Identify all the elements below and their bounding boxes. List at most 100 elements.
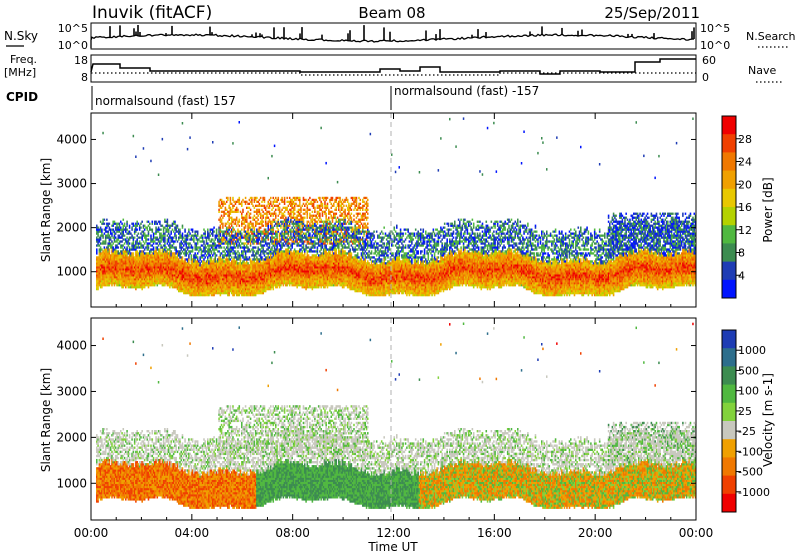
power-cell <box>176 278 179 281</box>
power-cell <box>175 272 177 275</box>
power-cell <box>109 272 112 275</box>
power-cell <box>232 240 234 243</box>
power-cell <box>237 274 239 277</box>
power-cell <box>122 274 125 277</box>
power-cell <box>152 250 155 253</box>
power-cell <box>147 254 150 257</box>
power-cell <box>107 230 109 233</box>
power-cell <box>185 238 188 241</box>
power-cell <box>178 264 180 267</box>
power-cell <box>96 278 98 281</box>
power-cell <box>160 224 162 227</box>
power-cell <box>229 250 232 253</box>
power-cell <box>193 286 195 289</box>
power-cell <box>257 218 259 221</box>
power-cell <box>213 268 215 271</box>
power-cell <box>125 270 127 273</box>
power-cell <box>219 270 222 273</box>
power-cell <box>125 274 127 277</box>
power-cell <box>242 198 244 202</box>
power-cell <box>136 228 138 231</box>
power-cell <box>156 270 159 273</box>
power-cell <box>288 224 291 227</box>
power-cell <box>154 232 156 235</box>
power-cell <box>121 266 123 269</box>
power-cell <box>199 290 201 293</box>
power-cell <box>227 258 229 261</box>
power-cell <box>199 294 201 297</box>
power-cell <box>97 262 99 265</box>
power-cell <box>186 278 189 281</box>
power-cell <box>104 228 107 231</box>
power-cell <box>179 236 181 239</box>
power-cell <box>212 270 214 273</box>
power-cell <box>205 294 208 297</box>
power-cell <box>127 264 130 267</box>
power-cell <box>176 224 179 227</box>
power-cell <box>179 232 181 235</box>
power-cell <box>170 264 172 267</box>
power-cell <box>111 250 113 253</box>
power-cell <box>175 268 177 271</box>
power-cell <box>191 248 194 251</box>
power-cell <box>171 270 174 273</box>
power-cell <box>223 214 225 217</box>
power-cell <box>156 268 159 271</box>
power-cell <box>133 286 136 289</box>
power-cell <box>171 272 174 275</box>
power-cell <box>190 258 193 261</box>
power-cell <box>214 236 217 239</box>
power-cell <box>166 238 169 241</box>
power-cell <box>214 288 217 291</box>
power-cell <box>267 216 270 219</box>
power-cell <box>178 290 180 293</box>
power-cell <box>268 244 271 247</box>
power-cell <box>201 276 204 279</box>
power-cell <box>164 248 166 251</box>
power-cell <box>96 266 98 269</box>
power-cell <box>178 280 180 283</box>
power-cell <box>143 248 146 251</box>
power-cell <box>222 290 224 293</box>
power-cell <box>200 250 203 253</box>
power-cell <box>138 264 141 267</box>
power-cell <box>229 244 232 247</box>
power-cell <box>118 228 121 231</box>
power-cell <box>96 258 98 261</box>
power-cell <box>205 280 208 283</box>
power-cell <box>249 244 252 247</box>
power-cell <box>138 282 141 285</box>
power-cell <box>141 254 143 257</box>
power-cell <box>237 290 239 293</box>
power-cell <box>219 278 222 281</box>
power-cell <box>102 280 104 283</box>
power-cell <box>300 232 302 235</box>
power-cell <box>195 236 198 239</box>
power-cell <box>154 268 156 271</box>
power-cell <box>174 274 176 277</box>
power-cell <box>237 208 239 211</box>
power-cell <box>140 278 142 281</box>
power-cell <box>123 266 126 269</box>
power-cell <box>104 242 107 245</box>
power-cell <box>140 236 142 239</box>
power-cell <box>214 278 217 281</box>
power-cell <box>208 260 210 263</box>
power-cell <box>155 246 157 249</box>
power-cell <box>149 282 151 285</box>
power-cell <box>200 268 203 271</box>
power-cell <box>218 270 220 273</box>
power-cell <box>120 278 122 281</box>
power-cell <box>162 274 165 277</box>
power-cell <box>181 238 184 241</box>
power-cell <box>229 210 232 213</box>
power-cell <box>223 200 225 203</box>
power-cell <box>207 290 209 293</box>
power-cell <box>210 284 213 287</box>
power-cell <box>120 260 122 263</box>
power-cell <box>175 228 177 231</box>
power-cell <box>181 246 184 249</box>
power-cell <box>237 250 239 253</box>
power-cell <box>151 266 154 269</box>
power-cell <box>195 248 198 251</box>
